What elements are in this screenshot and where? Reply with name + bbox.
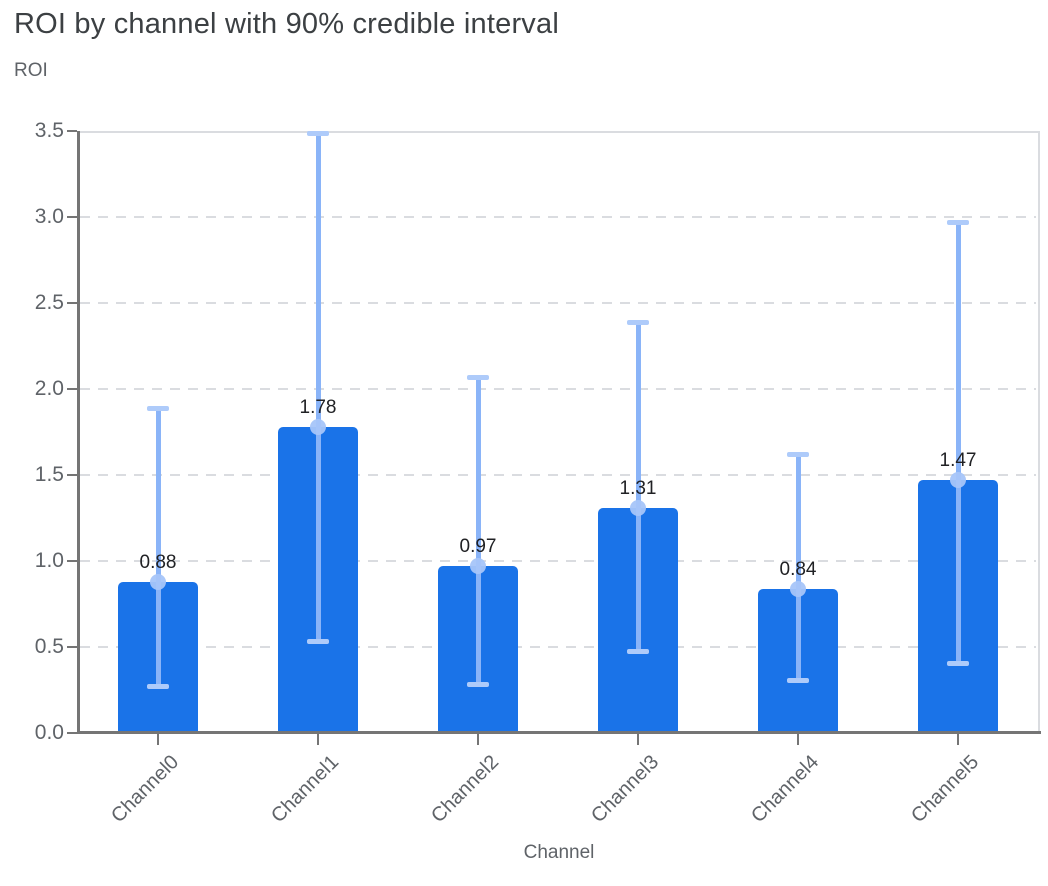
mean-marker-channel2 [470, 558, 486, 575]
gridline-0.5 [80, 646, 1036, 648]
y-tick-label-1.5: 1.5 [34, 463, 64, 486]
gridline-3.0 [80, 216, 1036, 218]
y-tick-label-2.0: 2.0 [34, 377, 64, 400]
x-tick-label-channel3: Channel3 [587, 751, 664, 828]
mean-marker-channel4 [790, 580, 806, 597]
value-label-channel4: 0.84 [779, 558, 817, 580]
x-tick-label-channel4: Channel4 [747, 751, 824, 828]
error-cap-lower-channel3 [627, 649, 649, 655]
error-cap-upper-channel5 [947, 220, 969, 226]
value-label-channel3: 1.31 [619, 477, 657, 499]
error-cap-lower-channel5 [947, 661, 969, 667]
y-tick-label-3.5: 3.5 [34, 119, 64, 142]
y-tick-label-2.5: 2.5 [34, 291, 64, 314]
x-axis-tick-channel4 [797, 734, 799, 745]
value-label-channel5: 1.47 [939, 450, 977, 472]
error-bar-channel0 [155, 407, 161, 687]
x-axis-tick-channel2 [477, 734, 479, 745]
y-axis-title: ROI [14, 60, 48, 81]
x-axis-tick-channel1 [317, 734, 319, 745]
y-axis-tick-2.5 [67, 302, 77, 304]
mean-marker-channel5 [950, 472, 966, 489]
error-cap-lower-channel2 [467, 681, 489, 687]
error-cap-upper-channel0 [147, 405, 169, 411]
y-tick-label-3.0: 3.0 [34, 205, 64, 228]
y-axis-tick-2.0 [67, 388, 77, 390]
y-axis-tick-1.5 [67, 474, 77, 476]
y-axis-tick-1.0 [67, 560, 77, 562]
x-tick-label-channel1: Channel1 [267, 751, 344, 828]
mean-marker-channel3 [630, 499, 646, 516]
error-bar-channel3 [635, 321, 641, 653]
y-axis-tick-3.5 [67, 130, 77, 132]
error-cap-upper-channel3 [627, 319, 649, 325]
error-bar-channel4 [795, 454, 801, 682]
gridline-1.5 [80, 474, 1036, 476]
y-axis-tick-0.5 [67, 646, 77, 648]
error-bar-channel5 [955, 222, 961, 665]
error-bar-channel2 [475, 376, 481, 685]
x-tick-label-channel0: Channel0 [107, 751, 184, 828]
plot-area: 0.0 0.5 1.0 1.5 2.0 2.5 3.0 3.5 0.88 Channel0 1.78… [35, 119, 1041, 827]
mean-marker-channel1 [310, 418, 326, 435]
chart-title: ROI by channel with 90% credible interva… [14, 8, 559, 40]
x-tick-label-channel5: Channel5 [907, 751, 984, 828]
plot-top-border [78, 131, 1040, 133]
error-bar-channel1 [315, 132, 321, 642]
error-cap-upper-channel2 [467, 374, 489, 380]
error-cap-lower-channel4 [787, 678, 809, 684]
x-axis-tick-channel3 [637, 734, 639, 745]
gridline-1.0 [80, 560, 1036, 562]
x-axis-tick-channel0 [157, 734, 159, 745]
y-tick-label-0.5: 0.5 [34, 635, 64, 658]
x-tick-label-channel2: Channel2 [427, 751, 504, 828]
y-tick-label-0.0: 0.0 [34, 721, 64, 744]
y-tick-label-1.0: 1.0 [34, 549, 64, 572]
error-cap-upper-channel4 [787, 452, 809, 458]
x-axis-line [77, 731, 1041, 734]
x-axis-tick-channel5 [957, 734, 959, 745]
plot-right-border [1038, 131, 1040, 733]
y-axis-tick-0.0 [67, 732, 77, 734]
mean-marker-channel0 [150, 573, 166, 590]
error-cap-lower-channel1 [307, 638, 329, 644]
value-label-channel1: 1.78 [299, 396, 337, 418]
x-axis-title: Channel [523, 842, 595, 863]
error-cap-lower-channel0 [147, 683, 169, 689]
y-axis-tick-3.0 [67, 216, 77, 218]
error-cap-upper-channel1 [307, 130, 329, 136]
y-axis-line [77, 131, 80, 734]
gridline-2.0 [80, 388, 1036, 390]
gridline-2.5 [80, 302, 1036, 304]
value-label-channel0: 0.88 [139, 551, 177, 573]
value-label-channel2: 0.97 [459, 536, 497, 558]
